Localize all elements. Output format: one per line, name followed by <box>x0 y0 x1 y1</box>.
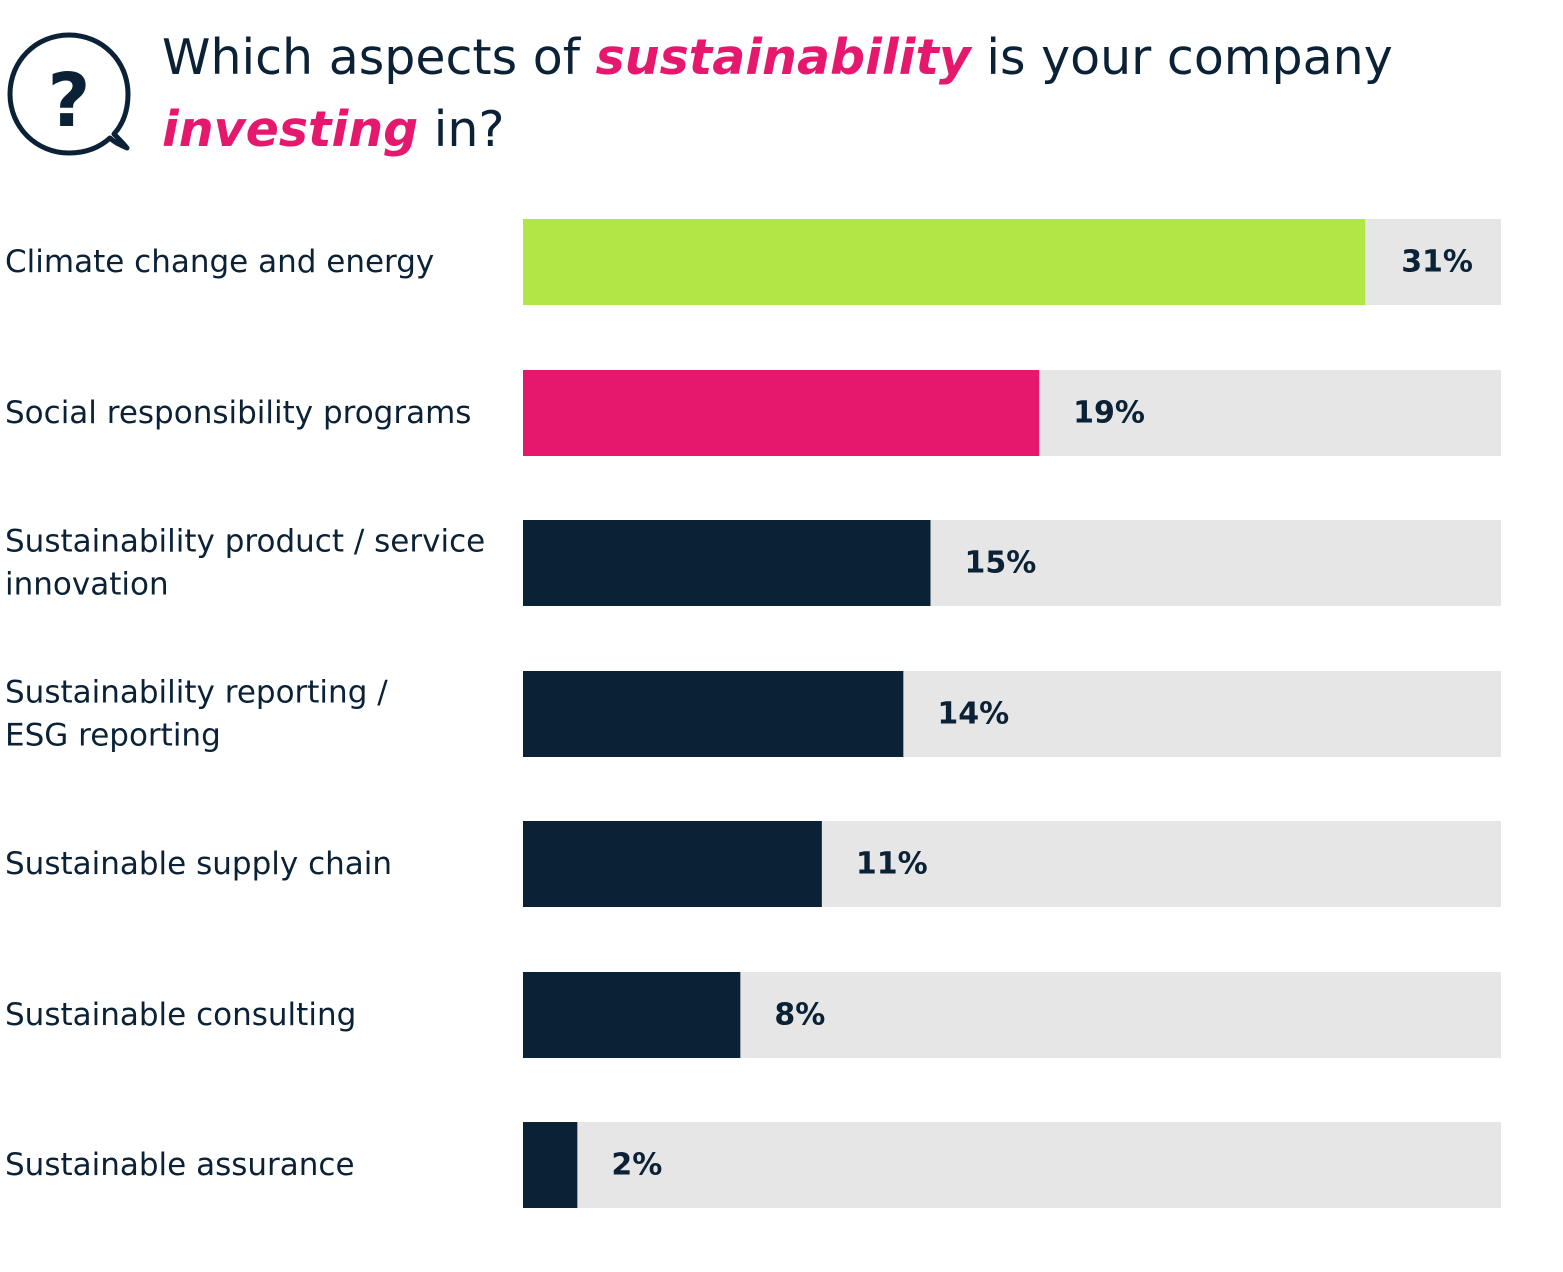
category-label: Sustainable consulting <box>5 997 356 1033</box>
bar-row: 31% Climate change and energy <box>5 219 1501 305</box>
title-part-1: Which aspects of <box>162 29 596 86</box>
bar-track <box>523 1122 1501 1208</box>
title-part-3: is your company <box>970 29 1393 86</box>
data-label: 8% <box>774 998 825 1033</box>
category-label: Sustainable supply chain <box>5 846 392 882</box>
category-label: Climate change and energy <box>5 244 434 280</box>
svg-text:?: ? <box>48 58 91 144</box>
bar-row: 11% Sustainable supply chain <box>5 821 1501 907</box>
question-speech-bubble-icon: ? <box>6 32 134 156</box>
bar <box>523 1122 578 1208</box>
bar <box>523 520 931 606</box>
bar <box>523 972 741 1058</box>
category-label: innovation <box>5 567 169 603</box>
category-label: ESG reporting <box>5 718 221 754</box>
category-label: Sustainability reporting / <box>5 675 388 711</box>
bar-row: 8% Sustainable consulting <box>5 972 1501 1058</box>
bar <box>523 370 1040 456</box>
bar <box>523 821 822 907</box>
bar-row: 15% Sustainability product / service innov… <box>5 520 1501 606</box>
bar <box>523 671 904 757</box>
bar <box>523 219 1366 305</box>
bar-row: 2% Sustainable assurance <box>5 1122 1501 1208</box>
category-label: Social responsibility programs <box>5 395 471 431</box>
title-highlight-sustainability: sustainability <box>595 29 971 86</box>
data-label: 11% <box>856 847 928 882</box>
data-label: 31% <box>1401 245 1473 280</box>
title-part-5: in? <box>418 101 505 158</box>
bar-row: 19% Social responsibility programs <box>5 370 1501 456</box>
chart-title: Which aspects of sustainability is your … <box>162 22 1542 166</box>
data-label: 2% <box>611 1148 662 1183</box>
data-label: 15% <box>965 546 1037 581</box>
data-label: 19% <box>1073 396 1145 431</box>
data-label: 14% <box>937 697 1009 732</box>
bar-row: 14% Sustainability reporting / ESG reporti… <box>5 671 1501 757</box>
title-highlight-investing: investing <box>162 101 419 158</box>
category-label: Sustainability product / service <box>5 524 485 560</box>
category-label: Sustainable assurance <box>5 1147 355 1183</box>
